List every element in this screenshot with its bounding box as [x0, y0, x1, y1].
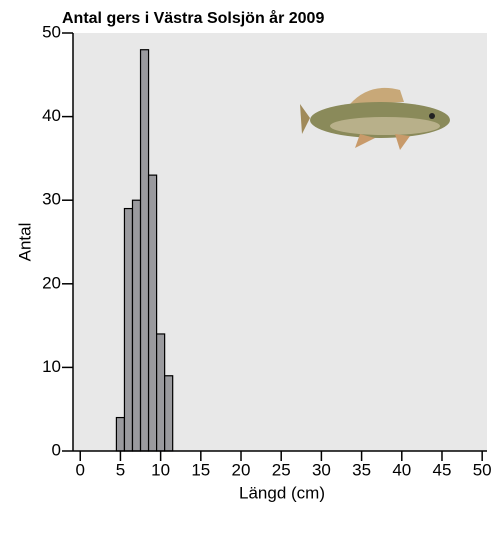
x-tick-label: 5	[116, 460, 125, 479]
chart-title: Antal gers i Västra Solsjön år 2009	[62, 9, 324, 27]
x-tick-label: 30	[312, 460, 331, 479]
x-tick-label: 20	[232, 460, 251, 479]
y-tick-label: 50	[42, 22, 61, 41]
x-tick-label: 35	[352, 460, 371, 479]
x-tick-label: 10	[151, 460, 170, 479]
bar	[147, 174, 158, 452]
y-tick-label: 30	[42, 190, 61, 209]
bar	[139, 49, 150, 452]
bar	[164, 375, 174, 452]
bar	[123, 207, 134, 452]
x-tick-label: 0	[76, 460, 85, 479]
x-tick-label: 15	[191, 460, 210, 479]
bar	[131, 199, 142, 452]
x-tick-label: 45	[433, 460, 452, 479]
bar	[115, 416, 126, 452]
y-tick-label: 10	[42, 357, 61, 376]
y-tick-label: 40	[42, 106, 61, 125]
bar	[156, 333, 166, 452]
x-tick-label: 50	[473, 460, 492, 479]
x-axis-label: Längd (cm)	[239, 483, 325, 502]
x-tick-label: 40	[392, 460, 411, 479]
y-tick-label: 0	[52, 440, 61, 459]
y-tick-label: 20	[42, 273, 61, 292]
y-axis-label: Antal	[15, 223, 34, 262]
x-tick-label: 25	[272, 460, 291, 479]
fish-illustration	[300, 87, 450, 150]
